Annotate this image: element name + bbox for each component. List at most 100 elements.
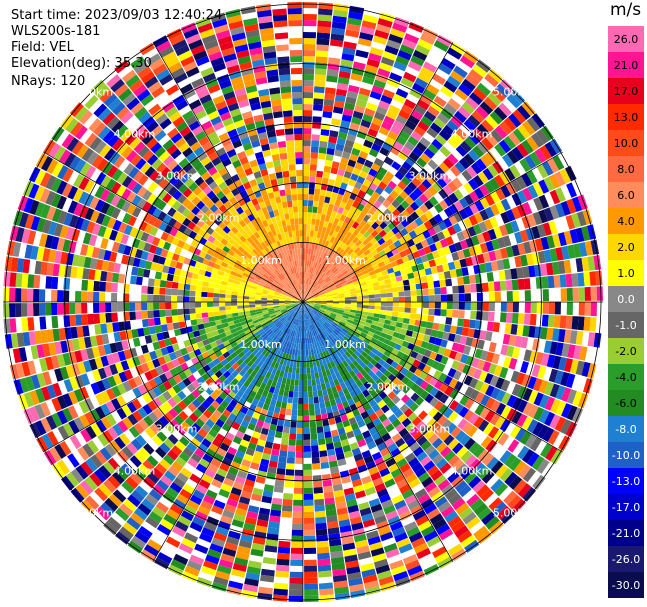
velocity-bin bbox=[103, 365, 113, 378]
velocity-bin bbox=[348, 467, 359, 476]
velocity-bin bbox=[339, 125, 349, 134]
velocity-bin bbox=[538, 179, 550, 194]
velocity-bin bbox=[488, 520, 504, 535]
velocity-bin bbox=[372, 553, 387, 563]
velocity-bin bbox=[214, 283, 221, 289]
velocity-bin bbox=[371, 191, 381, 200]
velocity-bin bbox=[151, 467, 164, 480]
velocity-bin bbox=[423, 564, 440, 576]
velocity-bin bbox=[282, 289, 288, 293]
velocity-bin bbox=[196, 341, 205, 349]
velocity-bin bbox=[203, 409, 213, 419]
velocity-bin bbox=[304, 541, 316, 548]
velocity-bin bbox=[298, 302, 303, 307]
velocity-bin bbox=[432, 224, 442, 234]
velocity-bin bbox=[317, 390, 323, 397]
velocity-bin bbox=[349, 312, 356, 316]
velocity-bin bbox=[303, 332, 305, 338]
velocity-bin bbox=[333, 260, 339, 267]
velocity-bin bbox=[333, 302, 339, 304]
velocity-bin bbox=[34, 420, 47, 436]
velocity-bin bbox=[287, 291, 294, 296]
velocity-bin bbox=[345, 224, 352, 232]
velocity-bin bbox=[267, 321, 274, 327]
velocity-bin bbox=[350, 290, 357, 295]
velocity-bin bbox=[329, 314, 336, 319]
velocity-bin bbox=[366, 421, 375, 430]
velocity-bin bbox=[207, 297, 214, 302]
velocity-bin bbox=[464, 302, 471, 311]
velocity-bin bbox=[358, 150, 369, 160]
velocity-bin bbox=[335, 350, 342, 358]
velocity-bin bbox=[401, 274, 409, 281]
velocity-bin bbox=[63, 277, 71, 290]
velocity-bin bbox=[209, 277, 216, 284]
velocity-bin bbox=[285, 408, 292, 416]
velocity-bin bbox=[316, 269, 321, 276]
velocity-bin bbox=[426, 358, 435, 367]
velocity-bin bbox=[440, 446, 452, 458]
velocity-bin bbox=[309, 421, 317, 428]
velocity-bin bbox=[320, 297, 327, 300]
velocity-bin bbox=[401, 38, 417, 50]
velocity-bin bbox=[314, 322, 318, 329]
velocity-bin bbox=[417, 183, 428, 194]
velocity-bin bbox=[213, 263, 221, 270]
velocity-bin bbox=[142, 189, 153, 201]
velocity-bin bbox=[399, 44, 415, 55]
velocity-bin bbox=[485, 133, 499, 147]
velocity-bin bbox=[554, 416, 567, 432]
velocity-bin bbox=[334, 397, 342, 405]
velocity-bin bbox=[140, 231, 150, 242]
velocity-bin bbox=[500, 211, 510, 224]
velocity-bin bbox=[275, 310, 282, 315]
velocity-bin bbox=[303, 290, 305, 297]
velocity-bin bbox=[313, 306, 320, 311]
velocity-bin bbox=[423, 220, 433, 230]
velocity-bin bbox=[251, 431, 261, 439]
velocity-bin bbox=[472, 223, 482, 235]
velocity-bin bbox=[366, 102, 378, 112]
velocity-bin bbox=[21, 317, 29, 332]
velocity-bin bbox=[213, 297, 220, 302]
velocity-bin bbox=[517, 124, 531, 139]
velocity-bin bbox=[62, 422, 75, 437]
velocity-bin bbox=[374, 29, 390, 40]
velocity-bin bbox=[245, 283, 252, 288]
velocity-bin bbox=[291, 373, 296, 380]
velocity-bin bbox=[307, 278, 311, 285]
velocity-bin bbox=[150, 142, 162, 154]
velocity-bin bbox=[296, 325, 300, 332]
velocity-bin bbox=[249, 309, 256, 314]
velocity-bin bbox=[488, 281, 495, 292]
velocity-bin bbox=[195, 285, 203, 292]
velocity-bin bbox=[402, 125, 414, 136]
velocity-bin bbox=[459, 157, 471, 170]
velocity-bin bbox=[323, 376, 329, 384]
velocity-bin bbox=[447, 515, 462, 528]
velocity-bin bbox=[445, 317, 453, 325]
velocity-bin bbox=[463, 409, 475, 422]
velocity-bin bbox=[276, 468, 286, 475]
velocity-bin bbox=[158, 221, 168, 232]
velocity-bin bbox=[105, 282, 112, 292]
velocity-bin bbox=[338, 348, 345, 356]
velocity-bin bbox=[397, 312, 405, 318]
velocity-bin bbox=[587, 332, 596, 347]
velocity-bin bbox=[402, 353, 410, 362]
velocity-bin bbox=[304, 331, 307, 338]
velocity-bin bbox=[512, 109, 527, 124]
velocity-bin bbox=[166, 487, 179, 499]
velocity-bin bbox=[90, 422, 102, 436]
velocity-bin bbox=[125, 329, 133, 340]
velocity-bin bbox=[362, 305, 369, 309]
velocity-bin bbox=[342, 287, 350, 291]
velocity-bin bbox=[191, 324, 199, 332]
velocity-bin bbox=[567, 344, 576, 359]
velocity-bin bbox=[336, 402, 344, 411]
velocity-bin bbox=[370, 204, 379, 214]
velocity-bin bbox=[272, 334, 279, 341]
velocity-bin bbox=[499, 121, 513, 135]
velocity-bin bbox=[180, 510, 194, 522]
velocity-bin bbox=[396, 280, 404, 287]
